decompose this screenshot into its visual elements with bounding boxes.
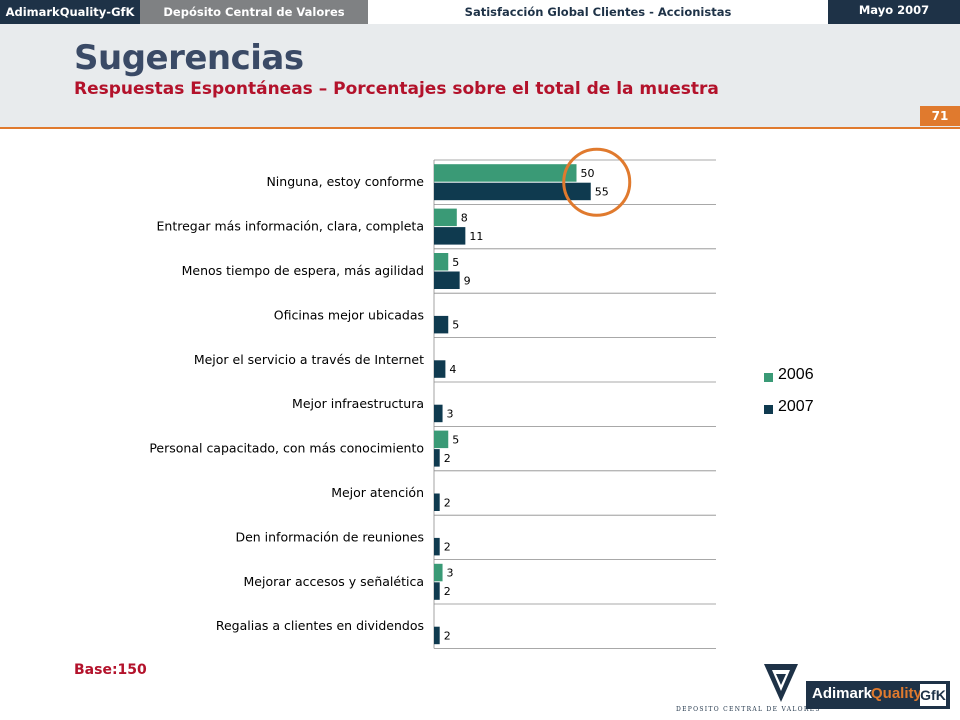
slide-header: Sugerencias Respuestas Espontáneas – Por… xyxy=(0,24,960,129)
value-label-2007: 3 xyxy=(447,407,454,420)
sample-base-note: Base:150 xyxy=(74,662,147,678)
bar-2007 xyxy=(434,404,443,423)
value-label-2007: 55 xyxy=(595,185,609,198)
legend-label-2006: 2006 xyxy=(778,366,814,383)
value-label-2006: 3 xyxy=(447,567,454,580)
value-label-2006: 5 xyxy=(452,256,459,269)
value-label-2007: 4 xyxy=(449,363,456,376)
category-label: Mejor atención xyxy=(331,485,424,500)
category-label: Mejor infraestructura xyxy=(292,396,424,411)
adimark-logo-part2: Quality xyxy=(871,685,922,702)
page-subtitle: Respuestas Espontáneas – Porcentajes sob… xyxy=(74,79,719,99)
bar-2006 xyxy=(434,208,457,227)
category-label: Oficinas mejor ubicadas xyxy=(274,307,424,322)
value-label-2006: 50 xyxy=(581,167,595,180)
value-label-2007: 11 xyxy=(469,230,483,243)
legend-swatch-2007 xyxy=(764,405,773,414)
category-label: Regalias a clientes en dividendos xyxy=(216,618,424,633)
category-label: Menos tiempo de espera, más agilidad xyxy=(182,263,424,278)
bar-2007 xyxy=(434,227,466,245)
category-label: Ninguna, estoy conforme xyxy=(266,174,424,189)
bar-2007 xyxy=(434,360,446,378)
legend-label-2007: 2007 xyxy=(778,398,814,415)
bar-2007 xyxy=(434,493,440,511)
legend-swatch-2006 xyxy=(764,373,773,382)
bar-2007 xyxy=(434,582,440,600)
value-label-2006: 8 xyxy=(461,211,468,224)
adimark-logo-part1: Adimark xyxy=(812,685,873,702)
bar-2006 xyxy=(434,563,443,582)
category-label: Personal capacitado, con más conocimient… xyxy=(149,441,424,456)
value-label-2007: 9 xyxy=(464,274,471,287)
dcv-mark-icon xyxy=(764,664,798,702)
dcv-logo-text: DEPOSITO CENTRAL DE VALORES xyxy=(676,706,821,713)
bar-2006 xyxy=(434,430,449,449)
page-title: Sugerencias xyxy=(74,38,304,78)
highlight-circle xyxy=(562,147,632,217)
bar-2007 xyxy=(434,537,440,556)
top-bar: AdimarkQuality-GfK Depósito Central de V… xyxy=(0,0,960,24)
adimark-gfk-logo: Adimark Quality GfK xyxy=(806,681,950,709)
bar-2007 xyxy=(434,315,449,334)
value-label-2006: 5 xyxy=(452,433,459,446)
category-label: Den información de reuniones xyxy=(235,529,424,544)
dcv-logo: DEPOSITO CENTRAL DE VALORES xyxy=(676,662,821,720)
value-label-2007: 2 xyxy=(444,585,451,598)
study-label: Satisfacción Global Clientes - Accionist… xyxy=(368,0,828,24)
value-label-2007: 2 xyxy=(444,541,451,554)
value-label-2007: 2 xyxy=(444,452,451,465)
value-label-2007: 2 xyxy=(444,496,451,509)
bar-2007 xyxy=(434,449,440,467)
bar-2007 xyxy=(434,182,591,201)
brand-label: AdimarkQuality-GfK xyxy=(0,0,140,24)
bar-2006 xyxy=(434,253,449,271)
bar-2006 xyxy=(434,164,577,182)
category-label: Entregar más información, clara, complet… xyxy=(157,219,424,234)
value-label-2007: 5 xyxy=(452,319,459,332)
adimark-logo-part3: GfK xyxy=(920,684,946,706)
category-label: Mejorar accesos y señalética xyxy=(244,574,424,589)
bar-2007 xyxy=(434,626,440,645)
bar-2007 xyxy=(434,271,460,289)
page-number: 71 xyxy=(920,106,960,126)
category-label: Mejor el servicio a través de Internet xyxy=(194,352,424,367)
client-label: Depósito Central de Valores xyxy=(140,0,368,24)
value-label-2007: 2 xyxy=(444,629,451,642)
date-label: Mayo 2007 xyxy=(828,0,960,24)
